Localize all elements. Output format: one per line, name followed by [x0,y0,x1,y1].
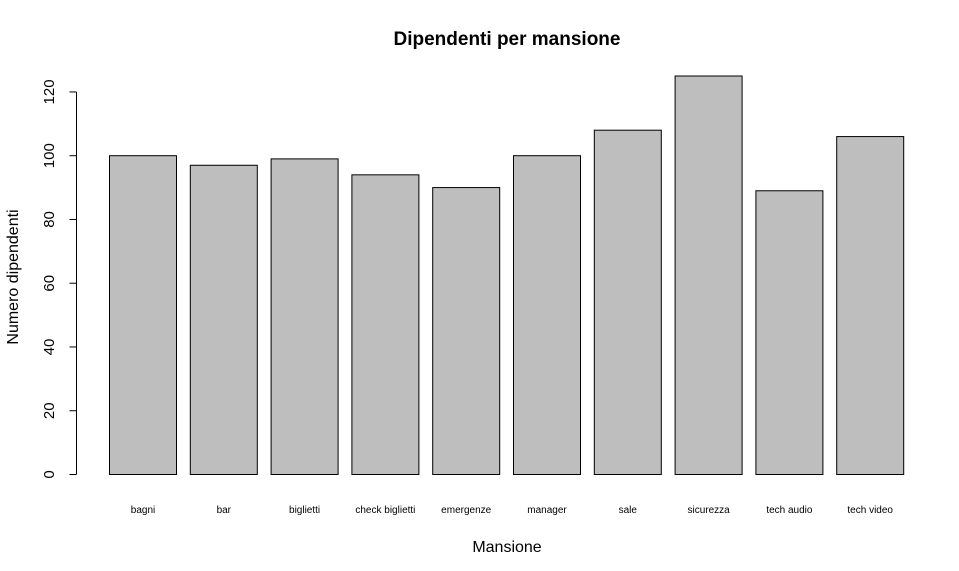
x-axis-label: Mansione [472,539,541,556]
x-category-label: tech video [847,505,893,516]
bar-bar [189,164,258,475]
category-labels: bagni bar biglietti check biglietti emergenz… [131,505,894,516]
bar-tech-audio [755,190,824,475]
y-tick-label: 80 [41,211,58,228]
x-category-label: biglietti [289,505,320,516]
x-category-label: sale [619,505,638,516]
bar-manager [513,155,581,475]
y-tick-label: 40 [41,339,58,356]
y-tick-label: 120 [41,79,58,104]
bar-check-biglietti [351,174,420,475]
bar-tech-video [836,136,905,476]
x-category-label: bar [217,505,232,516]
bar-bagni [109,155,177,475]
bar-sicurezza [674,75,743,475]
x-category-label: manager [527,505,567,516]
y-tick-label: 100 [41,143,58,168]
y-axis-label: Numero dipendenti [5,209,22,344]
bar-sale [593,129,662,475]
chart-title: Dipendenti per mansione [394,29,621,50]
y-tick-label: 20 [41,402,58,419]
x-category-label: check biglietti [355,505,415,516]
y-tick-label: 0 [41,470,58,478]
bars [109,75,905,476]
x-category-label: bagni [131,505,155,516]
y-tick-label: 60 [41,275,58,292]
y-axis: 0 20 40 60 80 100 120 [41,79,77,479]
x-category-label: tech audio [766,505,813,516]
x-category-label: sicurezza [687,505,730,516]
bar-emergenze [432,187,501,476]
x-category-label: emergenze [441,505,491,516]
bar-biglietti [270,158,339,475]
